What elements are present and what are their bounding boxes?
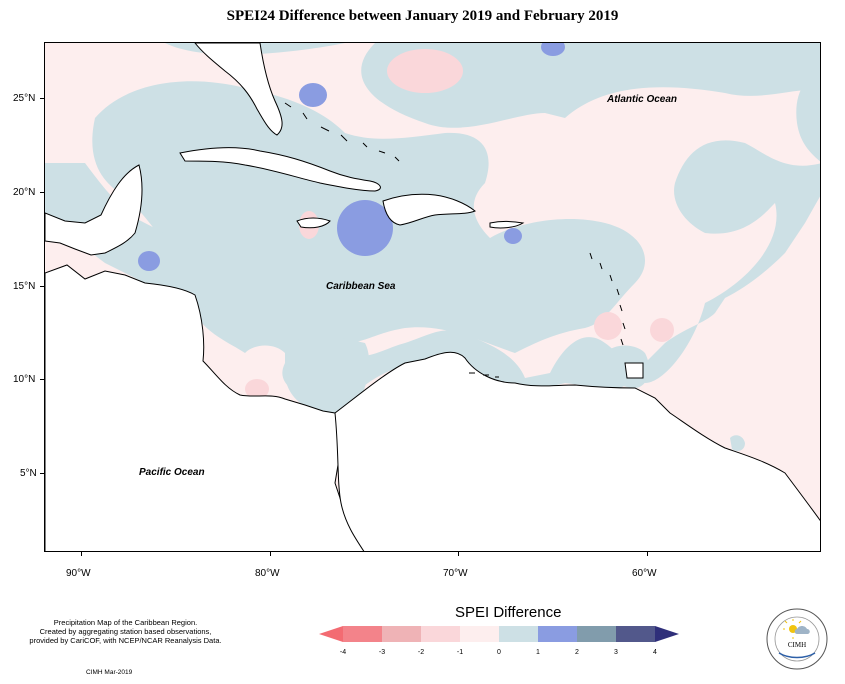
lat-tick-mark (40, 379, 44, 380)
spei-blob-panama (245, 379, 269, 399)
lat-tick-20n: 20°N (13, 187, 36, 198)
legend-tick-label: -4 (340, 649, 346, 656)
lat-tick-mark (40, 473, 44, 474)
legend-swatch (382, 626, 421, 642)
lon-tick-60w: 60°W (632, 568, 657, 579)
label-pacific-ocean: Pacific Ocean (139, 467, 205, 478)
trinidad-land (624, 362, 644, 379)
cuba-land (179, 147, 381, 192)
south-america-land (334, 351, 820, 551)
legend-swatch (577, 626, 616, 642)
yucatan-land (45, 164, 143, 256)
legend-swatch (538, 626, 577, 642)
map-title: SPEI24 Difference between January 2019 a… (226, 8, 619, 24)
spei-region-atlantic-north (85, 43, 820, 418)
credits-line-2: Created by aggregating station based obs… (39, 627, 212, 636)
map-canvas (45, 43, 820, 551)
map-panel[interactable]: Atlantic Ocean Caribbean Sea Pacific Oce… (44, 42, 821, 552)
legend-swatch (421, 626, 460, 642)
abc-islands (469, 372, 499, 378)
spei-region-south-central (285, 337, 370, 414)
legend-arrow-right (655, 626, 679, 642)
legend-tick-label: 2 (575, 649, 579, 656)
lat-tick-15n: 15°N (13, 281, 36, 292)
lat-tick-10n: 10°N (13, 374, 36, 385)
legend-swatches (319, 626, 679, 642)
lon-tick-mark (81, 552, 82, 556)
spei-region-guiana-small (730, 435, 745, 451)
land-masses (45, 43, 820, 551)
cloud-icon (794, 626, 810, 634)
lat-tick-mark (40, 98, 44, 99)
spei-blob-honduras (138, 251, 160, 271)
hispaniola-land (382, 193, 476, 226)
legend-ticks: -4 -3 -2 -1 0 1 2 3 4 (340, 649, 657, 656)
jamaica-land (296, 217, 331, 229)
spei-blob-barbados (594, 312, 622, 340)
legend-tick-label: 0 (497, 649, 501, 656)
legend-tick-label: 1 (536, 649, 540, 656)
lon-tick-mark (458, 552, 459, 556)
lat-tick-mark (40, 286, 44, 287)
label-caribbean-sea: Caribbean Sea (326, 281, 396, 292)
legend-swatch (343, 626, 382, 642)
small-islands (284, 102, 626, 378)
legend-tick-label: -1 (457, 649, 463, 656)
lat-tick-5n: 5°N (20, 468, 37, 479)
spei-blob-north-atlantic (541, 43, 565, 56)
spei-blob-north-caribbean (387, 49, 463, 93)
spei-blob-jamaica-haiti (337, 200, 393, 256)
florida-land (194, 43, 283, 136)
lat-tick-mark (40, 192, 44, 193)
legend-arrow-left (319, 626, 343, 642)
label-atlantic-ocean: Atlantic Ocean (607, 94, 678, 105)
legend-tick-label: 4 (653, 649, 657, 656)
lon-tick-70w: 70°W (443, 568, 468, 579)
legend-tick-label: -2 (418, 649, 424, 656)
lon-tick-mark (270, 552, 271, 556)
lon-tick-80w: 80°W (255, 568, 280, 579)
credits-line-1: Precipitation Map of the Caribbean Regio… (53, 618, 198, 627)
lesser-antilles-islands (589, 252, 626, 346)
credits-line-3: provided by CariCOF, with NCEP/NCAR Rean… (29, 636, 222, 645)
legend-tick-label: 3 (614, 649, 618, 656)
lon-tick-90w: 90°W (66, 568, 91, 579)
legend-tick-label: -3 (379, 649, 385, 656)
lat-tick-25n: 25°N (13, 93, 36, 104)
lon-tick-mark (647, 552, 648, 556)
central-america-land (45, 264, 374, 551)
credits-block: Precipitation Map of the Caribbean Regio… (8, 618, 243, 645)
legend-swatch (616, 626, 655, 642)
spei-region-northeast (796, 63, 820, 162)
legend-title: SPEI Difference (455, 604, 562, 621)
legend-swatch (499, 626, 538, 642)
logo-text: CIMH (788, 641, 806, 649)
color-legend: -4 -3 -2 -1 0 1 2 3 4 (319, 626, 679, 656)
puerto-rico-land (489, 221, 525, 229)
bahamas-islands (284, 102, 400, 162)
spei-blob-bahamas (299, 83, 327, 107)
legend-swatch (460, 626, 499, 642)
spei-blob-puerto-rico (504, 228, 522, 244)
spei-blob-windward (650, 318, 674, 342)
spei-one-to-two-regions (138, 43, 565, 271)
cimh-logo: CIMH (766, 608, 828, 670)
credits-date: CIMH Mar-2019 (86, 669, 133, 676)
